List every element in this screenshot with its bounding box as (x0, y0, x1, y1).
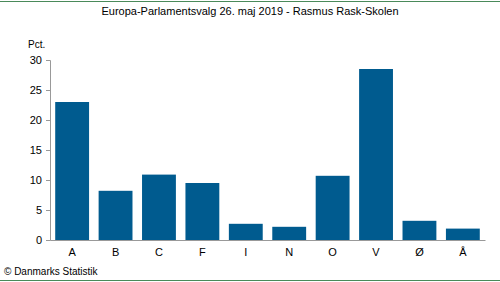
x-tick: I (244, 240, 247, 258)
y-tick-mark (46, 150, 50, 151)
x-tick: Ø (415, 240, 424, 258)
y-tick-label: 25 (30, 84, 42, 96)
bar (55, 102, 89, 240)
x-tick: A (68, 240, 76, 258)
y-tick-mark (46, 90, 50, 91)
y-tick-mark (46, 60, 50, 61)
chart: Europa-Parlamentsvalg 26. maj 2019 - Ras… (0, 0, 500, 282)
bar (359, 69, 393, 240)
y-tick-mark (46, 240, 50, 241)
y-tick: 10 (30, 174, 50, 186)
x-tick-label: N (285, 246, 293, 258)
x-tick: Å (459, 240, 467, 258)
title: Europa-Parlamentsvalg 26. maj 2019 - Ras… (101, 5, 398, 17)
y-tick-mark (46, 180, 50, 181)
y-tick-label: 0 (36, 234, 42, 246)
y-tick: 15 (30, 144, 50, 156)
x-axis: ABCFINOVØÅ (51, 240, 486, 258)
bar (316, 176, 350, 240)
y-tick-mark (46, 210, 50, 211)
y-axis-label: Pct. (28, 39, 45, 50)
x-tick-label: F (199, 246, 206, 258)
x-tick-label: A (68, 246, 76, 258)
bar (403, 221, 437, 240)
bar (142, 175, 176, 240)
x-tick: N (285, 240, 293, 258)
y-tick-label: 15 (30, 144, 42, 156)
y-tick: 5 (36, 204, 50, 216)
bar (185, 183, 219, 240)
x-tick-label: Å (459, 246, 467, 258)
y-axis: 0 5 10 15 20 25 30 (30, 54, 51, 246)
x-tick-label: B (112, 246, 119, 258)
y-tick-label: 5 (36, 204, 42, 216)
bar (229, 224, 263, 240)
x-tick: O (328, 240, 337, 258)
bar (99, 191, 133, 240)
x-tick-label: O (328, 246, 337, 258)
x-tick-label: I (244, 246, 247, 258)
source: © Danmarks Statistik (4, 266, 99, 277)
x-tick: B (112, 240, 119, 258)
bottom-rule (0, 280, 500, 281)
x-tick-label: C (155, 246, 163, 258)
y-tick: 0 (36, 234, 50, 246)
bar (272, 227, 306, 240)
x-tick: V (372, 240, 380, 258)
y-tick-label: 10 (30, 174, 42, 186)
x-tick-label: Ø (415, 246, 424, 258)
y-axis-line (46, 61, 51, 241)
y-tick-mark (46, 120, 50, 121)
y-tick: 30 (30, 54, 50, 66)
bars (55, 69, 480, 240)
top-rule (0, 1, 500, 2)
y-tick: 20 (30, 114, 50, 126)
x-tick-label: V (372, 246, 380, 258)
bar (446, 229, 480, 240)
x-tick: C (155, 240, 163, 258)
y-tick-label: 20 (30, 114, 42, 126)
y-tick: 25 (30, 84, 50, 96)
x-axis-line (51, 240, 486, 241)
y-tick-label: 30 (30, 54, 42, 66)
x-tick: F (199, 240, 206, 258)
